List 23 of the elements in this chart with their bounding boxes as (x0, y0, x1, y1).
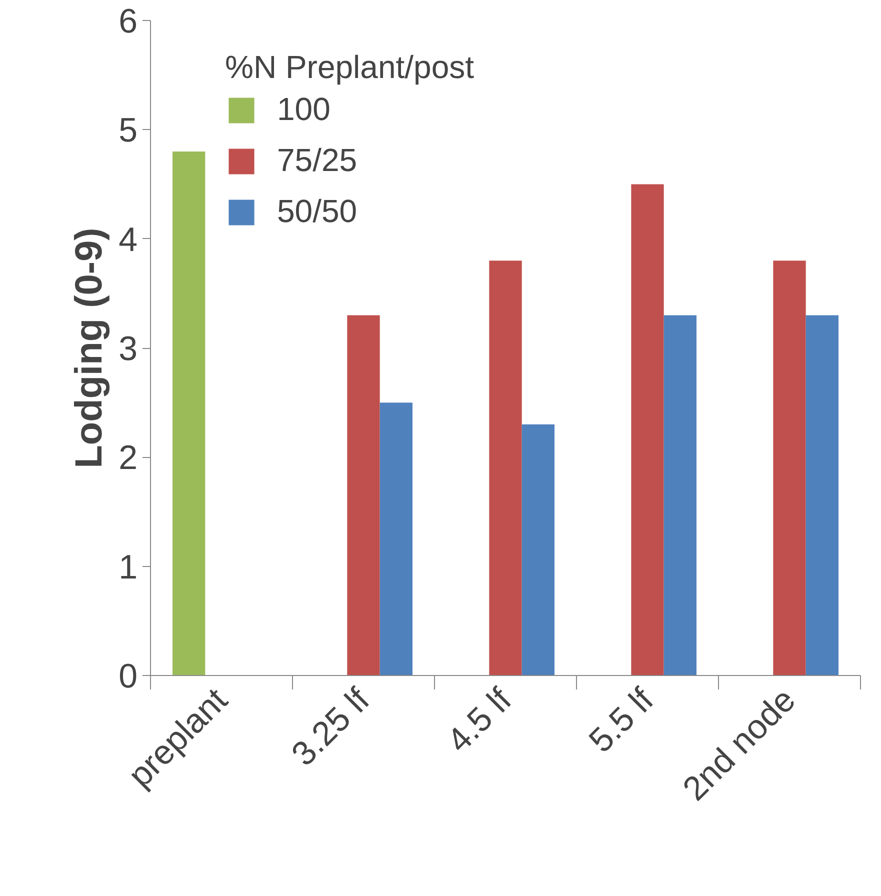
y-tick-label: 0 (118, 658, 138, 696)
x-tick-label: 5.5 lf (582, 680, 662, 760)
bar (172, 152, 206, 676)
y-tick-label: 3 (118, 330, 138, 368)
bar (664, 315, 696, 676)
bar (631, 184, 664, 676)
legend-label: 100 (277, 91, 330, 128)
bar (522, 424, 554, 676)
y-tick-label: 2 (118, 439, 138, 478)
legend-title: %N Preplant/post (225, 49, 474, 86)
y-tick-label: 6 (118, 2, 138, 40)
bar (773, 260, 806, 676)
y-tick-label: 1 (118, 548, 138, 586)
legend-label: 75/25 (277, 142, 358, 179)
x-tick-label: 4.5 lf (440, 680, 520, 760)
legend-label: 50/50 (277, 193, 358, 230)
bar (806, 315, 838, 676)
y-tick-label: 4 (118, 220, 138, 259)
y-tick-label: 5 (118, 112, 138, 150)
y-axis-title: Lodging (0-9) (68, 228, 111, 468)
bar (380, 402, 412, 676)
bar (489, 260, 522, 676)
bar (347, 315, 380, 676)
